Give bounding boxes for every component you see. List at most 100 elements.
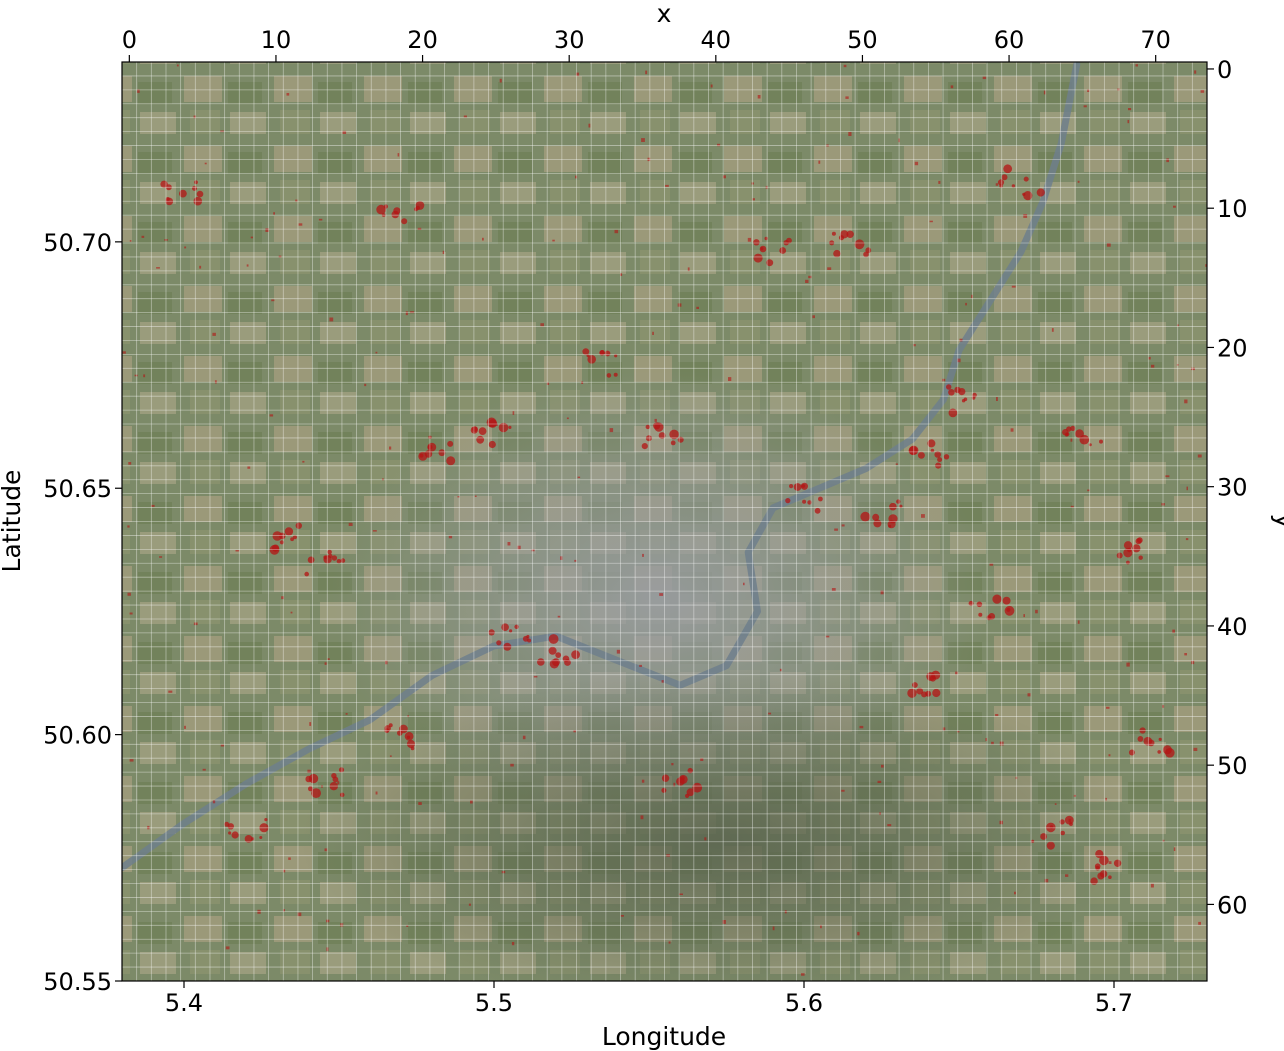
hotspot-mark	[1065, 432, 1070, 436]
hotspot-mark	[447, 440, 454, 447]
hotspot-mark	[503, 642, 512, 651]
hotspot-pixel	[1162, 839, 1165, 842]
plot-frame	[121, 61, 1208, 982]
hotspot-pixel	[1191, 660, 1195, 665]
hotspot-mark	[1004, 605, 1015, 616]
hotspot-pixel	[843, 64, 847, 68]
hotspot-mark	[1075, 429, 1084, 439]
hotspot-mark	[963, 397, 968, 402]
hotspot-pixel	[468, 903, 471, 906]
hotspot-pixel	[295, 199, 298, 202]
hotspot-mark	[814, 507, 821, 514]
hotspot-mark	[865, 247, 872, 254]
hotspot-mark	[496, 640, 502, 646]
hotspot-pixel	[639, 664, 642, 667]
hotspot-mark	[1023, 191, 1033, 201]
hotspot-mark	[916, 687, 924, 695]
hotspot-pixel	[938, 180, 941, 184]
hotspot-pixel	[895, 463, 898, 465]
hotspot-mark	[1127, 547, 1132, 553]
tick-label: 20	[1217, 334, 1248, 362]
hotspot-mark	[548, 634, 559, 644]
hotspot-pixel	[1108, 754, 1111, 757]
hotspot-pixel	[318, 218, 323, 221]
hotspot-mark	[645, 435, 652, 442]
hotspot-pixel	[1200, 90, 1205, 93]
hotspot-pixel	[1070, 505, 1074, 508]
satellite-basemap	[122, 62, 1207, 981]
hotspot-mark	[1022, 192, 1026, 196]
hotspot-pixel	[820, 925, 822, 929]
hotspot-pixel	[375, 791, 378, 795]
tick-label: 40	[1217, 613, 1248, 641]
hotspot-pixel	[826, 144, 829, 147]
hotspot-mark	[498, 422, 509, 433]
hotspot-mark	[1069, 822, 1073, 826]
hotspot-pixel	[348, 522, 353, 526]
hotspot-pixel	[235, 550, 240, 552]
hotspot-pixel	[825, 635, 830, 638]
hotspot-mark	[555, 652, 562, 658]
tick-label: 0	[122, 26, 137, 54]
hotspot-pixel	[250, 236, 253, 239]
hotspot-pixel	[942, 378, 946, 382]
hotspot-pixel	[921, 514, 925, 518]
hotspot-mark	[789, 484, 794, 489]
hotspot-mark	[194, 180, 198, 185]
hotspot-pixel	[913, 344, 916, 347]
hotspot-mark	[478, 427, 487, 435]
hotspot-mark	[165, 197, 174, 206]
hotspot-pixel	[647, 157, 651, 162]
hotspot-mark	[786, 237, 792, 244]
tick-label: 60	[1217, 891, 1248, 919]
tick-label: 40	[701, 26, 732, 54]
hotspot-pixel	[1186, 486, 1188, 491]
hotspot-pixel	[1191, 367, 1195, 371]
hotspot-mark	[514, 624, 519, 629]
hotspot-pixel	[164, 239, 168, 241]
hotspot-mark	[1123, 541, 1133, 550]
hotspot-pixel	[1023, 614, 1025, 618]
hotspot-pixel	[417, 227, 422, 230]
tick-label: 5.4	[165, 989, 203, 1017]
hotspot-mark	[1158, 737, 1162, 742]
ylabel: Latitude	[0, 470, 26, 573]
tick-label: 50.70	[43, 229, 112, 257]
hotspot-mark	[1113, 859, 1122, 867]
hotspot-mark	[264, 818, 268, 822]
hotspot-pixel	[661, 680, 664, 683]
hotspot-pixel	[576, 72, 580, 77]
hotspot-pixel	[511, 942, 515, 946]
hotspot-mark	[1066, 426, 1072, 432]
hotspot-pixel	[1051, 328, 1054, 332]
hotspot-mark	[599, 350, 605, 356]
hotspot-pixel	[1108, 861, 1112, 864]
hotspot-pixel	[204, 162, 207, 165]
hotspot-mark	[304, 571, 310, 577]
hotspot-pixel	[494, 423, 498, 426]
hotspot-mark	[948, 389, 955, 396]
hotspot-mark	[997, 179, 1005, 186]
hotspot-mark	[290, 537, 294, 542]
tick-label: 5.7	[1095, 989, 1133, 1017]
hotspot-pixel	[700, 758, 704, 761]
hotspot-pixel	[959, 338, 963, 342]
hotspot-mark	[406, 739, 416, 749]
hotspot-mark	[376, 204, 386, 215]
hotspot-mark	[307, 556, 315, 564]
hotspot-pixel	[507, 542, 511, 546]
hotspot-mark	[587, 355, 596, 364]
hotspot-pixel	[671, 763, 674, 766]
hotspot-pixel	[1185, 538, 1189, 541]
hotspot-mark	[311, 788, 321, 798]
hotspot-mark	[1046, 841, 1055, 850]
top-axis-label: x	[657, 0, 672, 28]
hotspot-pixel	[286, 93, 290, 96]
hotspot-pixel	[1014, 891, 1016, 895]
hotspot-mark	[470, 426, 478, 434]
hotspot-mark	[406, 735, 411, 739]
hotspot-mark	[927, 439, 936, 448]
hotspot-pixel	[955, 671, 958, 675]
hotspot-mark	[1138, 555, 1143, 560]
